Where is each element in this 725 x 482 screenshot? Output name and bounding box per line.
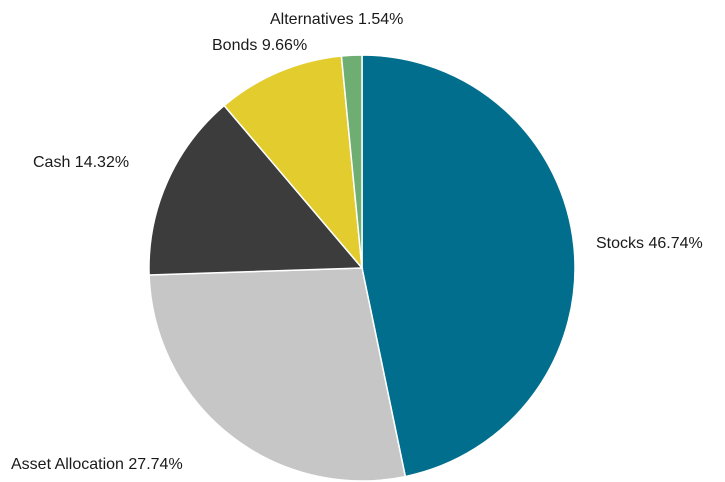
pie-label-asset-allocation: Asset Allocation 27.74% (11, 456, 183, 473)
pie-label-cash: Cash 14.32% (33, 154, 129, 171)
pie-label-stocks: Stocks 46.74% (596, 235, 703, 252)
pie-label-alternatives: Alternatives 1.54% (270, 11, 403, 28)
pie-slice-stocks (362, 55, 575, 477)
pie-slice-asset-allocation (149, 268, 405, 481)
pie-slices (149, 55, 575, 481)
pie-label-bonds: Bonds 9.66% (212, 37, 307, 54)
